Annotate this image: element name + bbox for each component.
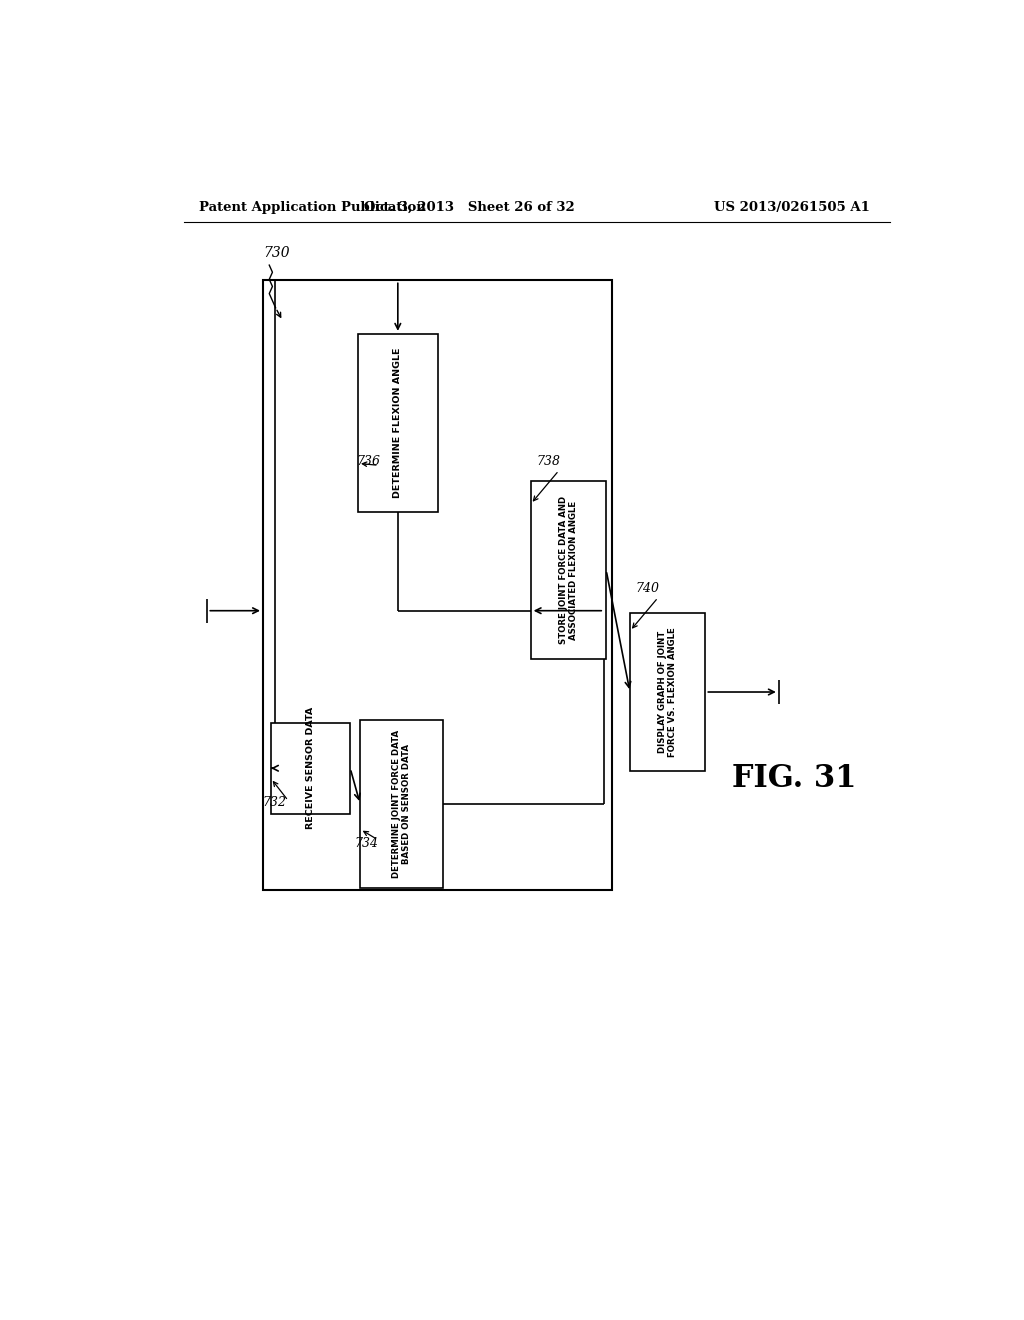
Text: RECEIVE SENSOR DATA: RECEIVE SENSOR DATA	[306, 708, 315, 829]
Text: US 2013/0261505 A1: US 2013/0261505 A1	[714, 201, 870, 214]
FancyBboxPatch shape	[358, 334, 437, 512]
Text: FIG. 31: FIG. 31	[732, 763, 857, 793]
Text: Patent Application Publication: Patent Application Publication	[200, 201, 426, 214]
FancyBboxPatch shape	[270, 722, 350, 814]
Text: STORE JOINT FORCE DATA AND
ASSOCIATED FLEXION ANGLE: STORE JOINT FORCE DATA AND ASSOCIATED FL…	[559, 496, 579, 644]
FancyBboxPatch shape	[630, 614, 706, 771]
Text: 734: 734	[354, 837, 378, 850]
Text: DETERMINE FLEXION ANGLE: DETERMINE FLEXION ANGLE	[393, 347, 402, 498]
Text: 738: 738	[537, 455, 561, 469]
Text: 730: 730	[263, 246, 290, 260]
Text: Oct. 3, 2013   Sheet 26 of 32: Oct. 3, 2013 Sheet 26 of 32	[364, 201, 574, 214]
Text: DISPLAY GRAPH OF JOINT
FORCE VS. FLEXION ANGLE: DISPLAY GRAPH OF JOINT FORCE VS. FLEXION…	[658, 627, 677, 756]
Text: 732: 732	[263, 796, 287, 809]
FancyBboxPatch shape	[360, 719, 443, 887]
Text: 740: 740	[636, 582, 659, 595]
FancyBboxPatch shape	[530, 480, 606, 659]
FancyBboxPatch shape	[263, 280, 612, 890]
Text: 736: 736	[356, 455, 381, 469]
Text: DETERMINE JOINT FORCE DATA
BASED ON SENSOR DATA: DETERMINE JOINT FORCE DATA BASED ON SENS…	[392, 730, 412, 878]
